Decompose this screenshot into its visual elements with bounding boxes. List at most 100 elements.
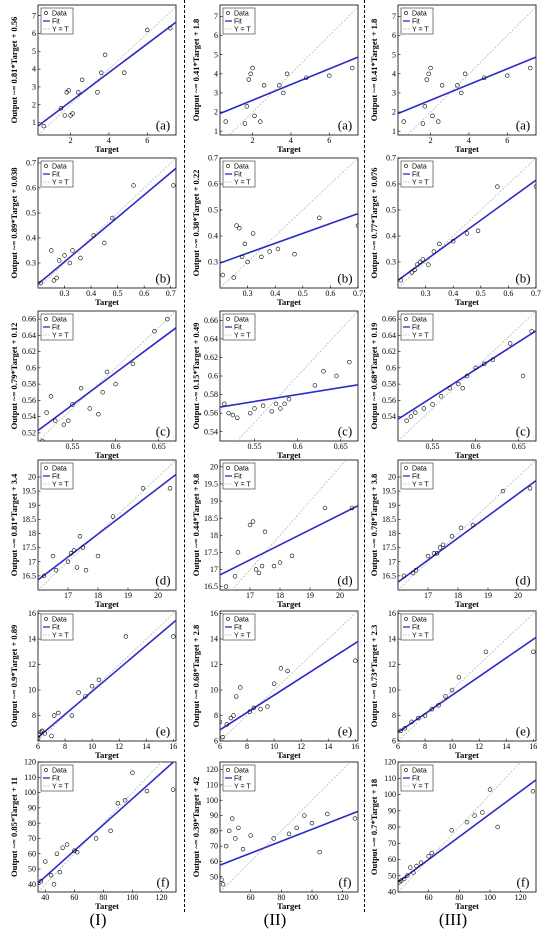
data-point: [402, 726, 407, 731]
data-point: [436, 703, 441, 708]
plot-area: [220, 6, 358, 135]
x-axis-label: Target: [455, 599, 479, 609]
x-tick-label: 0.7: [353, 289, 363, 298]
data-point: [398, 278, 403, 283]
x-tick-label: 8: [423, 742, 427, 751]
data-point: [144, 788, 150, 794]
data-point: [413, 568, 419, 573]
legend-label: Fit: [412, 474, 420, 481]
panel-label: (f): [157, 875, 170, 890]
legend-label: Fit: [412, 625, 420, 632]
x-tick-label: 4: [107, 136, 111, 145]
data-point: [271, 563, 277, 569]
data-point: [223, 843, 229, 849]
y-tick-label: 8: [32, 711, 36, 720]
y-tick-label: 0.3: [26, 259, 36, 268]
y-tick-label: 0.64: [22, 331, 36, 340]
x-tick-label: 0.6: [325, 289, 335, 298]
data-point: [233, 836, 238, 841]
x-tick-label: 100: [306, 893, 318, 902]
x-tick-label: 60: [247, 893, 255, 902]
data-point: [231, 713, 236, 718]
column-label-II: (II): [263, 910, 287, 929]
data-point: [131, 183, 136, 188]
legend-label: Fit: [412, 172, 420, 179]
legend-data-marker: [404, 768, 408, 772]
legend-label: Y = T: [234, 482, 251, 489]
x-axis-label: Target: [95, 901, 119, 911]
y-tick-label: 0.5: [386, 206, 396, 215]
data-point: [246, 77, 251, 82]
data-point: [53, 418, 58, 423]
panel-label: (e): [516, 724, 530, 739]
data-point: [495, 184, 500, 189]
y-tick-label: 8: [214, 711, 218, 720]
y-tick-label: 17: [210, 565, 218, 574]
legend-data-marker: [44, 768, 48, 772]
y-tick-label: 2: [32, 100, 36, 109]
data-point: [49, 248, 54, 253]
data-point: [230, 412, 236, 418]
data-point: [40, 438, 45, 441]
identity-line: [38, 762, 162, 892]
data-point: [422, 104, 428, 109]
data-point: [110, 514, 116, 519]
data-point: [284, 71, 290, 77]
data-point: [426, 71, 431, 77]
data-point: [66, 88, 71, 93]
fit-line: [398, 779, 536, 883]
data-point: [250, 519, 256, 524]
data-point: [451, 239, 456, 244]
x-axis-label: Target: [455, 750, 479, 760]
legend-label: Fit: [52, 625, 60, 632]
data-point: [234, 694, 239, 699]
data-point: [261, 83, 267, 88]
x-tick-label: 6: [145, 136, 149, 145]
y-tick-label: 0.7: [386, 154, 396, 163]
y-axis-label: Output ~= 0.85*Target + 11: [9, 777, 19, 877]
data-point: [334, 373, 339, 379]
data-point: [61, 422, 67, 427]
y-tick-label: 0.54: [204, 427, 218, 436]
data-point: [102, 240, 107, 246]
fit-line: [220, 384, 358, 408]
panel-label: (a): [156, 118, 170, 133]
y-tick-label: 16.5: [382, 571, 396, 580]
data-point: [398, 728, 403, 734]
data-point: [350, 65, 355, 71]
data-point: [78, 255, 83, 261]
x-axis-label: Target: [95, 297, 119, 307]
x-axis-label: Target: [277, 450, 301, 460]
data-point: [408, 865, 413, 870]
data-point: [309, 820, 315, 826]
data-point: [245, 259, 250, 265]
data-point: [50, 553, 56, 559]
x-axis-label: Target: [95, 144, 119, 154]
y-tick-label: 0.6: [386, 180, 396, 189]
y-tick-label: 14: [210, 635, 218, 644]
data-point: [259, 254, 264, 259]
data-point: [531, 649, 536, 654]
plot-area: [220, 460, 358, 590]
data-point: [256, 570, 262, 576]
legend-label: Data: [234, 164, 249, 171]
y-tick-label: 110: [206, 781, 218, 790]
panel-label-box: [152, 118, 174, 133]
data-point: [235, 550, 241, 555]
y-tick-label: 6: [392, 31, 396, 40]
fit-line: [38, 762, 175, 884]
panel-label: (c): [338, 424, 352, 439]
x-tick-label: 0.6: [293, 442, 303, 451]
panel-label: (c): [156, 424, 170, 439]
panel-label: (b): [155, 271, 170, 286]
legend-label: Data: [234, 768, 249, 775]
data-point: [248, 71, 253, 77]
y-tick-label: 0.64: [204, 334, 218, 343]
data-point: [52, 713, 57, 718]
legend-data-marker: [226, 768, 230, 772]
legend-data-marker: [44, 617, 48, 621]
